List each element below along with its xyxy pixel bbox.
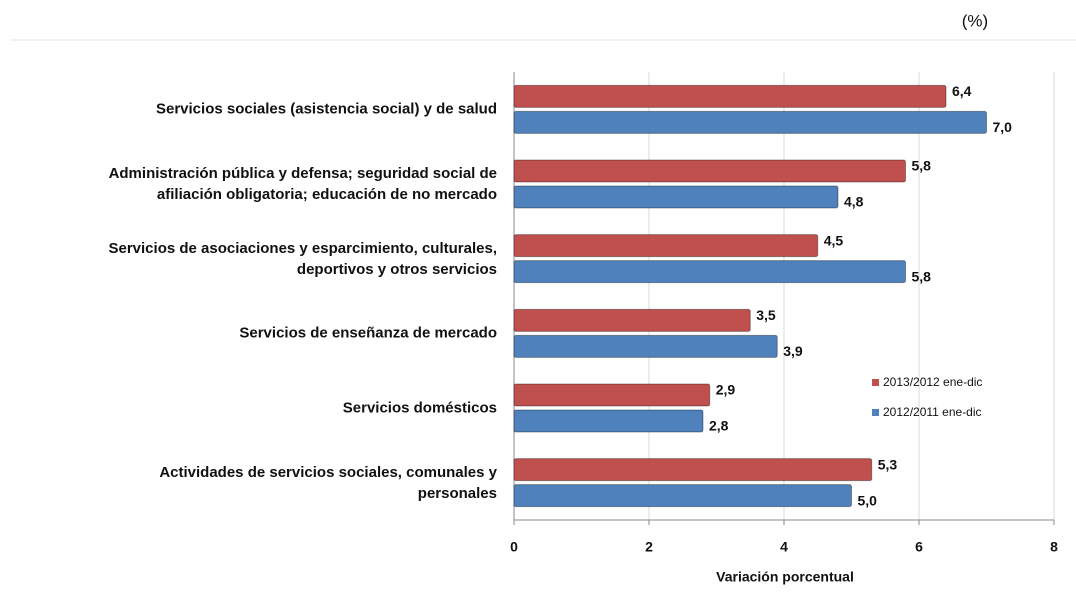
value-label: 7,0 <box>993 119 1013 135</box>
value-label: 4,5 <box>824 232 844 248</box>
legend: 2013/2012 ene-dic 2012/2011 ene-dic <box>872 375 982 419</box>
annotation: (%) <box>962 11 988 30</box>
bar <box>513 159 906 183</box>
value-label: 5,8 <box>912 268 932 284</box>
value-label: 5,3 <box>878 456 898 472</box>
x-tick-label: 8 <box>1050 539 1058 555</box>
category-label: Servicios de enseñanza de mercado <box>239 324 497 342</box>
bar <box>513 409 704 433</box>
category-label: Servicios de asociaciones y esparcimient… <box>108 239 497 278</box>
legend-label: 2013/2012 ene-dic <box>883 375 982 389</box>
x-tick-label: 0 <box>510 539 518 555</box>
value-label: 3,5 <box>756 307 776 323</box>
value-label: 5,0 <box>858 492 878 508</box>
value-label: 5,8 <box>912 158 932 174</box>
x-tick-label: 6 <box>915 539 923 555</box>
legend-label: 2012/2011 ene-dic <box>883 405 982 419</box>
bar <box>513 458 873 482</box>
bar <box>513 110 987 134</box>
bar <box>513 234 819 258</box>
value-label: 2,9 <box>716 382 736 398</box>
bar <box>513 84 947 108</box>
legend-swatch <box>872 379 879 386</box>
legend-swatch <box>872 409 879 416</box>
category-label: Servicios sociales (asistencia social) y… <box>155 100 497 118</box>
value-label: 2,8 <box>709 418 729 434</box>
category-label: Administración pública y defensa; seguri… <box>108 165 497 203</box>
bar <box>513 383 711 407</box>
value-label: 4,8 <box>844 194 864 210</box>
bar <box>513 185 839 209</box>
bar <box>513 484 852 508</box>
value-label: 6,4 <box>952 83 972 99</box>
bar <box>513 260 906 284</box>
bar <box>513 308 751 332</box>
value-label: 3,9 <box>783 343 803 359</box>
category-label: Servicios domésticos <box>342 399 497 417</box>
category-label: Actividades de servicios sociales, comun… <box>159 463 497 502</box>
x-tick-label: 2 <box>645 539 653 555</box>
x-tick-label: 4 <box>780 539 788 555</box>
bar <box>513 334 778 358</box>
x-axis-title: Variación porcentual <box>716 569 854 585</box>
